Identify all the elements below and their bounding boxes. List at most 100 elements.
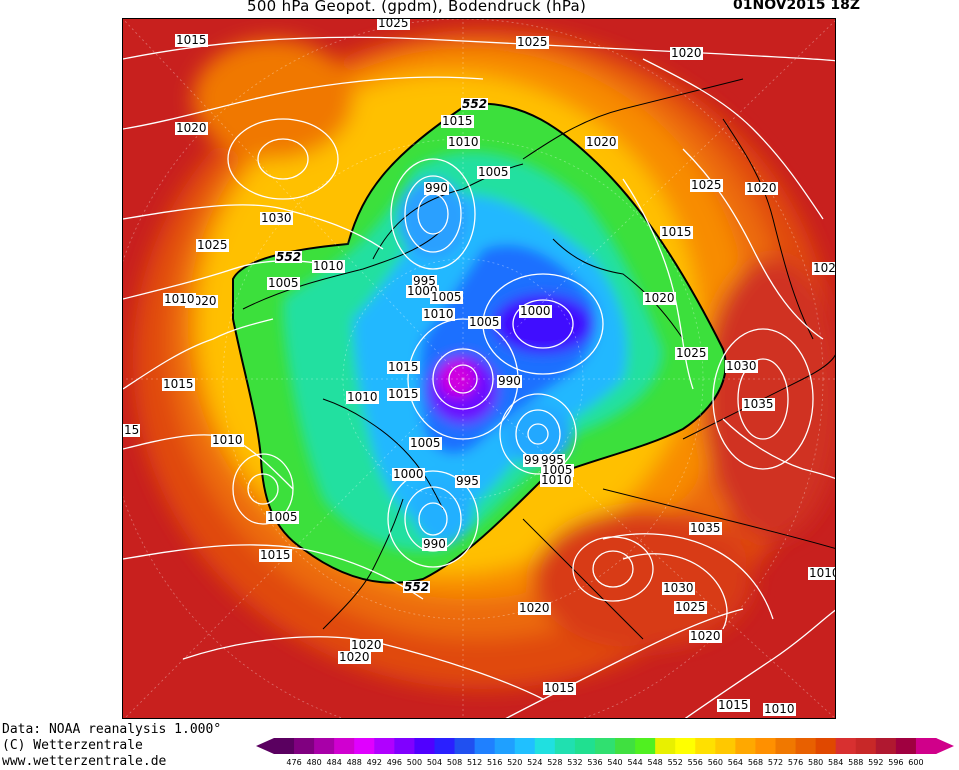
scale-swatch [615,738,636,754]
scale-swatch [574,738,596,754]
isobar-label: 1015 [660,225,693,239]
field-band-blue-left [398,179,468,259]
isobar-label: 1025 [675,346,708,360]
isobar-label: 1015 [717,698,750,712]
scale-swatch [554,738,576,754]
isobar-label: 1015 [543,681,576,695]
isobar-label: 1030 [260,211,293,225]
credits-website: www.wetterzentrale.de [2,754,167,769]
scale-tick-label: 476 [286,758,302,767]
scale-swatch [534,738,556,754]
isobar-label: 1020 [585,135,618,149]
isobar-label: 15 [123,423,141,437]
scale-arrow-high [936,738,954,754]
isobar-label: 1010 [346,390,379,404]
scale-tick-label: 560 [707,758,723,767]
scale-tick-label: 584 [828,758,844,767]
isobar-label: 1010 [211,433,244,447]
scale-swatch [294,738,315,754]
color-scale-labels: 476 480 484 488 492 496 500 504 508 512 516 520 524 5… [256,758,956,770]
isobar-label: 990 [424,181,449,195]
isobar-label: 1010 [312,259,345,273]
scale-swatch [594,738,616,754]
scale-swatch [855,738,877,754]
scale-tick-label: 588 [848,758,864,767]
scale-swatch [775,738,797,754]
isobar-label: 99 [523,453,541,467]
scale-tick-label: 572 [767,758,784,767]
scale-swatch [314,738,335,754]
field-band-508 [493,294,593,354]
scale-swatch [915,738,937,754]
isobar-label: 1005 [468,315,501,329]
scale-tick-label: 508 [446,758,463,767]
isobar-label: 1020 [350,638,383,652]
isobar-label: 1000 [392,467,425,481]
isobar-label: 1005 [541,463,574,477]
isobar-label: 1025 [690,178,723,192]
isobar-label: 1025 [377,18,410,30]
isobar-label: 1010 [163,292,196,306]
scale-tick-label: 552 [667,758,683,767]
scale-swatch [334,738,355,754]
scale-tick-label: 556 [687,758,703,767]
scale-swatch [394,738,415,754]
isobar-label: 1010 [763,702,796,716]
scale-swatch [374,738,395,754]
scale-tick-label: 528 [547,758,563,767]
scale-tick-label: 592 [868,758,884,767]
isobar-label: 1015 [175,33,208,47]
scale-tick-label: 540 [607,758,623,767]
scale-swatch [655,738,676,754]
isobar-label: 1035 [742,397,775,411]
scale-swatch [494,738,516,754]
scale-tick-label: 524 [527,758,543,767]
scale-swatch [675,738,696,754]
scale-swatch [354,738,375,754]
isobar-label: 1020 [689,629,722,643]
isobar-label: 1000 [519,304,552,318]
scale-tick-label: 548 [647,758,663,767]
isobar-label: 1020 [643,291,676,305]
isobar-label: 1005 [267,276,300,290]
isobar-label: 1020 [175,121,208,135]
map-title: 500 hPa Geopot. (gpdm), Bodendruck (hPa) [247,0,587,15]
isobar-label: 1030 [725,359,758,373]
isobar-label: 1005 [409,436,442,450]
scale-tick-label: 536 [587,758,603,767]
height-contour-label: 552 [461,97,489,111]
isobar-label: 995 [412,274,437,288]
scale-tick-label: 500 [406,758,423,767]
field-band-492 [440,361,476,397]
isobar-label: 1015 [441,114,474,128]
scale-tick-label: 480 [306,758,322,767]
isobar-label: 1015 [162,377,195,391]
scale-arrow-low [256,738,274,754]
isobar-label: 1005 [477,165,510,179]
scale-swatch [454,738,476,754]
height-contour-label: 552 [403,580,431,594]
isobar-label: 1015 [387,360,420,374]
scale-swatch [735,738,756,754]
isobar-label: 990 [497,374,522,388]
isobar-label: 1025 [196,238,229,252]
isobar-label: 1020 [745,181,778,195]
isobar-label: 1015 [387,387,420,401]
scale-swatch [875,738,897,754]
credits: Data: NOAA reanalysis 1.000° (C) Wetterz… [2,722,221,770]
scale-tick-label: 532 [567,758,583,767]
scale-tick-label: 568 [747,758,764,767]
credits-data-source: Data: NOAA reanalysis 1.000° [2,722,222,737]
isobar-label: 1030 [662,581,695,595]
map-datetime: 01NOV2015 18Z [733,0,861,13]
isobar-label: 102 [812,261,836,275]
scale-tick-label: 600 [908,758,924,767]
isobar-label: 995 [540,453,565,467]
scale-tick-label: 504 [426,758,443,767]
scale-swatch [695,738,716,754]
scale-swatch [795,738,817,754]
scale-swatch [474,738,496,754]
scale-tick-label: 564 [727,758,744,767]
scale-swatch [635,738,656,754]
credits-copyright: (C) Wetterzentrale [2,738,143,753]
